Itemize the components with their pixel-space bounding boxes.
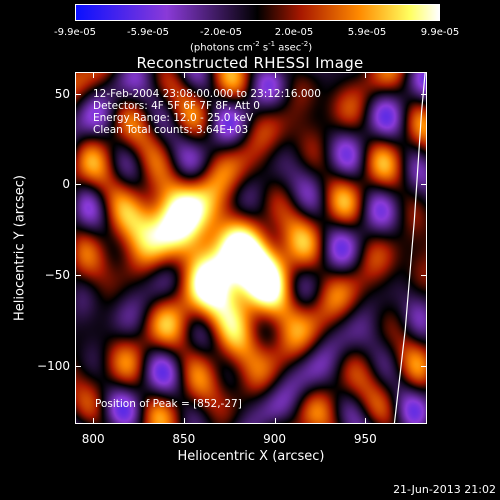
colorbar-tick-label: 2.0e-05 [274, 27, 314, 38]
x-tick-mark [274, 418, 276, 424]
y-tick-mark [421, 184, 427, 186]
timestamp: 21-Jun-2013 21:02 [393, 483, 496, 496]
y-tick-label: 0 [62, 177, 70, 192]
y-tick-mark [75, 275, 81, 277]
info-clean-counts: Clean Total counts: 3.64E+03 [93, 124, 249, 136]
colorbar-tick-label: 9.9e-05 [420, 27, 460, 38]
x-tick-mark [183, 72, 185, 78]
colorbar [75, 4, 440, 21]
y-tick-mark [75, 93, 81, 95]
x-tick-mark [183, 418, 185, 424]
x-tick-mark [365, 418, 367, 424]
colorbar-tick-label: -2.0e-05 [200, 27, 242, 38]
x-tick-label: 850 [172, 432, 196, 446]
y-axis-label: Heliocentric Y (arcsec) [12, 175, 28, 321]
colorbar-tick-label: -5.9e-05 [127, 27, 169, 38]
peak-position-label: Position of Peak = [852,-27] [95, 398, 242, 410]
solar-limb-line [393, 72, 426, 424]
y-tick-mark [75, 365, 81, 367]
colorbar-tick-label: -9.9e-05 [54, 27, 96, 38]
x-tick-label: 950 [353, 432, 377, 446]
x-tick-mark [365, 72, 367, 78]
heatmap-image [75, 72, 427, 424]
plot-area [75, 72, 427, 424]
x-tick-label: 800 [81, 432, 105, 446]
y-tick-mark [421, 275, 427, 277]
y-tick-label: −50 [44, 268, 70, 283]
x-tick-mark [274, 72, 276, 78]
y-tick-label: −100 [37, 358, 70, 373]
x-axis-label: Heliocentric X (arcsec) [177, 449, 325, 464]
chart-title: Reconstructed RHESSI Image [136, 54, 364, 72]
colorbar-units: (photons cm-2 s-1 asec-2) [190, 40, 313, 54]
x-tick-mark [93, 418, 95, 424]
x-tick-mark [93, 72, 95, 78]
info-detectors: Detectors: 4F 5F 6F 7F 8F, Att 0 [93, 100, 260, 112]
limb-overlay [393, 72, 426, 424]
y-tick-label: 50 [54, 86, 70, 101]
info-time-range: 12-Feb-2004 23:08:00.000 to 23:12:16.000 [93, 88, 321, 100]
y-tick-mark [421, 365, 427, 367]
y-tick-mark [421, 93, 427, 95]
y-tick-mark [75, 184, 81, 186]
x-tick-label: 900 [263, 432, 287, 446]
info-energy-range: Energy Range: 12.0 - 25.0 keV [93, 112, 254, 124]
colorbar-tick-label: 5.9e-05 [347, 27, 387, 38]
